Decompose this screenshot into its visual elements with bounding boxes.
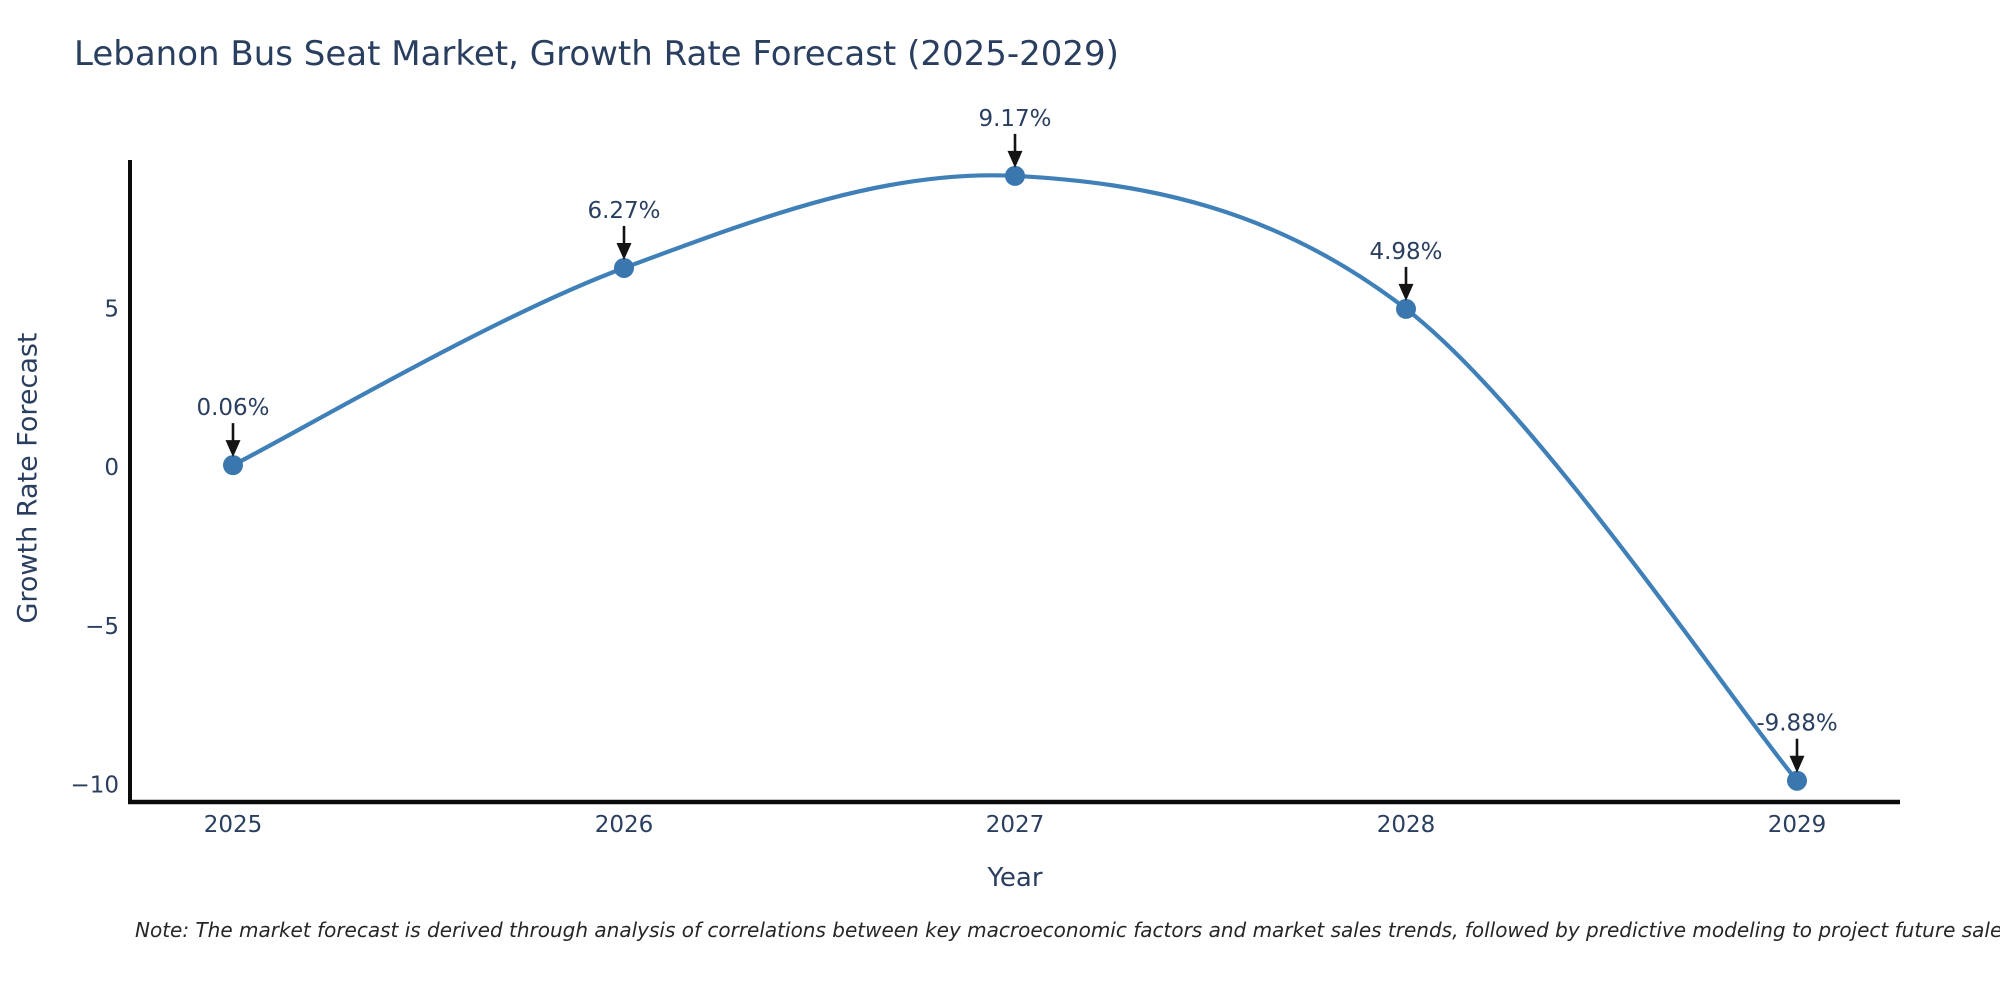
data-point: [614, 257, 634, 278]
y-tick-label: −10: [70, 773, 119, 799]
forecast-line: [230, 173, 1800, 783]
point-value-label: 0.06%: [196, 395, 269, 421]
x-tick-label: 2026: [595, 812, 654, 838]
x-axis-title: Year: [987, 863, 1043, 893]
y-tick-label: −5: [85, 614, 119, 640]
annotation-arrow-head: [225, 440, 241, 458]
data-point: [1787, 770, 1807, 791]
data-point: [1005, 165, 1025, 186]
point-value-label: 6.27%: [587, 198, 660, 224]
point-value-label: 4.98%: [1369, 239, 1442, 265]
data-point: [223, 455, 243, 476]
footnote: Note: The market forecast is derived thr…: [135, 918, 2000, 942]
annotation-arrow-head: [1007, 150, 1023, 168]
data-point: [1396, 298, 1416, 319]
annotation-arrow-head: [1398, 283, 1414, 301]
x-tick-label: 2027: [986, 812, 1045, 838]
x-tick-label: 2028: [1377, 812, 1436, 838]
y-tick-label: 5: [104, 296, 119, 322]
y-tick-label: 0: [104, 455, 119, 481]
x-tick-label: 2029: [1768, 812, 1827, 838]
chart-title: Lebanon Bus Seat Market, Growth Rate For…: [74, 34, 1119, 74]
annotation-arrow-head: [1789, 755, 1805, 773]
x-tick-label: 2025: [204, 812, 263, 838]
annotation-arrow-head: [616, 242, 632, 260]
point-value-label: 9.17%: [978, 106, 1051, 132]
point-value-label: -9.88%: [1756, 711, 1837, 737]
